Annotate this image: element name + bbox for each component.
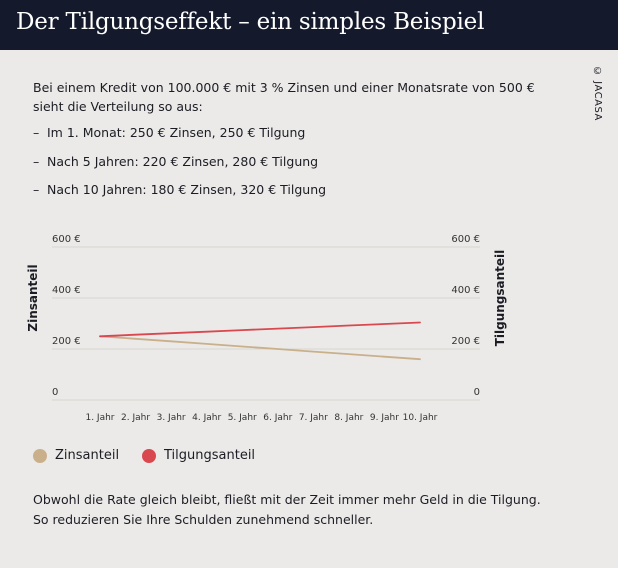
x-tick-label: 2. Jahr bbox=[121, 413, 150, 423]
y-axis-title-left: Zinsanteil bbox=[26, 264, 40, 331]
y-tick-label-right: 400 € bbox=[451, 285, 480, 296]
y-axis-title-right: Tilgungsanteil bbox=[493, 250, 507, 347]
copyright-notice: © JACASA bbox=[592, 66, 603, 121]
conclusion-text: Obwohl die Rate gleich bleibt, fließt mi… bbox=[33, 490, 573, 529]
y-tick-label-left: 200 € bbox=[52, 336, 81, 347]
series-line-zinsanteil bbox=[99, 335, 421, 361]
y-tick-label-right: 0 bbox=[474, 387, 480, 398]
header-bar: Der Tilgungseffekt – ein simples Beispie… bbox=[0, 0, 618, 50]
page-title: Der Tilgungseffekt – ein simples Beispie… bbox=[16, 9, 485, 35]
conclusion-line: So reduzieren Sie Ihre Schulden zunehmen… bbox=[33, 511, 374, 527]
x-tick-label: 7. Jahr bbox=[299, 413, 328, 423]
bullet-list: – Im 1. Monat: 250 € Zinsen, 250 € Tilgun… bbox=[33, 124, 553, 210]
legend-label-zinsanteil: Zinsanteil bbox=[55, 448, 120, 463]
series-line-tilgungsanteil bbox=[99, 321, 421, 338]
bullet-text: Im 1. Monat: 250 € Zinsen, 250 € Tilgung bbox=[47, 125, 306, 140]
bullet-text: Nach 5 Jahren: 220 € Zinsen, 280 € Tilgu… bbox=[47, 153, 319, 169]
line-chart: 0 0 200 € 200 € 400 € 400 € 600 € 600 € Zinsante… bbox=[26, 234, 507, 423]
x-tick-label: 10. Jahr bbox=[403, 413, 438, 423]
bullet-item: – Nach 5 Jahren: 220 € Zinsen, 280 € Tilg… bbox=[33, 153, 553, 182]
legend-swatch-tilgungsanteil bbox=[142, 449, 156, 463]
conclusion-line: Obwohl die Rate gleich bleibt, fließt mi… bbox=[33, 492, 541, 507]
bullet-item: – Im 1. Monat: 250 € Zinsen, 250 € Tilgun… bbox=[33, 124, 553, 153]
x-tick-label: 6. Jahr bbox=[263, 413, 292, 423]
y-tick-label-left: 400 € bbox=[52, 285, 81, 296]
x-tick-label: 3. Jahr bbox=[157, 413, 186, 423]
x-tick-label: 9. Jahr bbox=[370, 413, 399, 423]
legend-swatch-zinsanteil bbox=[33, 449, 47, 463]
intro-text: Bei einem Kredit von 100.000 € mit 3 % Z… bbox=[33, 80, 535, 114]
y-tick-label-right: 200 € bbox=[451, 336, 480, 347]
y-tick-label-right: 600 € bbox=[451, 234, 480, 245]
y-tick-label-left: 0 bbox=[52, 387, 58, 398]
bullet-item: – Nach 10 Jahren: 180 € Zinsen, 320 € Til… bbox=[33, 181, 553, 210]
x-tick-label: 4. Jahr bbox=[192, 413, 221, 423]
y-tick-label-left: 600 € bbox=[52, 234, 81, 245]
x-tick-label: 1. Jahr bbox=[85, 413, 114, 423]
x-tick-label: 8. Jahr bbox=[334, 413, 363, 423]
bullet-dash: – bbox=[33, 125, 40, 140]
x-tick-label: 5. Jahr bbox=[228, 413, 257, 423]
legend-label-tilgungsanteil: Tilgungsanteil bbox=[164, 448, 256, 463]
bullet-dash: – bbox=[33, 153, 40, 169]
bullet-text: Nach 10 Jahren: 180 € Zinsen, 320 € Tilg… bbox=[47, 182, 327, 197]
bullet-dash: – bbox=[33, 182, 40, 197]
